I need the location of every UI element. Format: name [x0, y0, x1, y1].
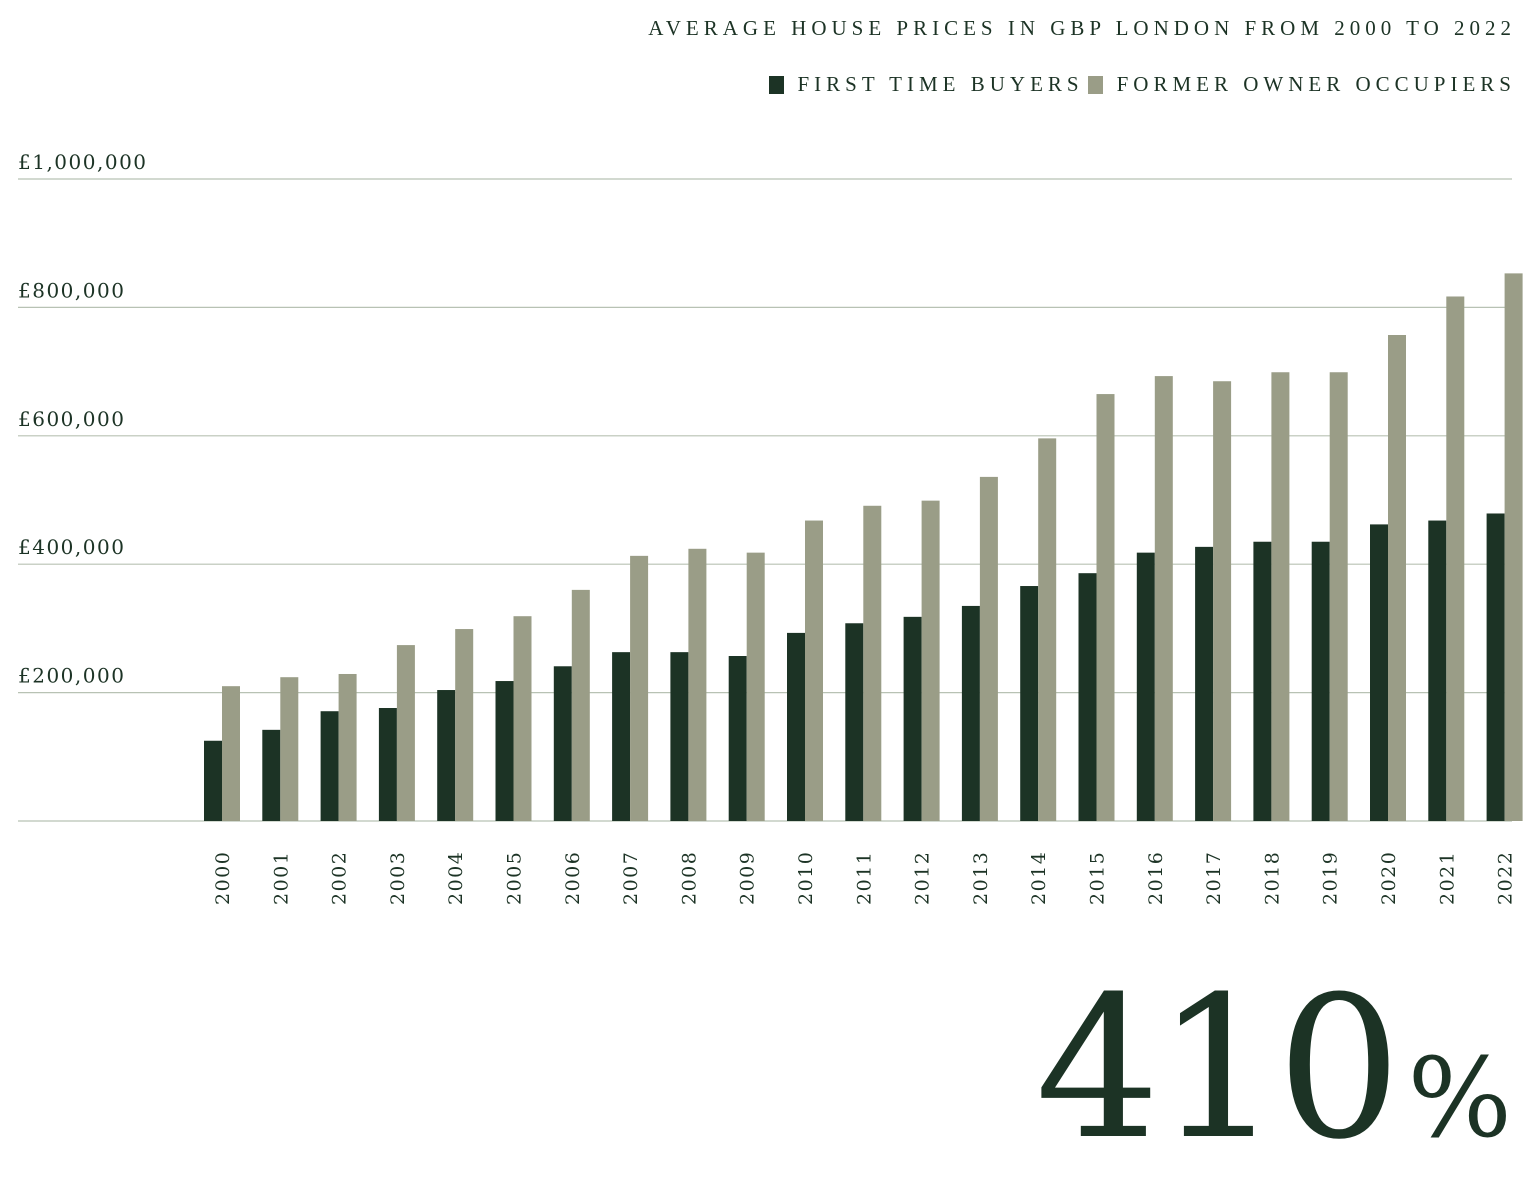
- bar-first-time-buyers: [1311, 541, 1330, 821]
- bar-former-owner-occupiers: [688, 548, 707, 821]
- bar-former-owner-occupiers: [1038, 438, 1057, 821]
- bar-former-owner-occupiers: [805, 520, 823, 821]
- x-tick-label: 2017: [1203, 851, 1225, 905]
- chart-legend: FIRST TIME BUYERS FORMER OWNER OCCUPIERS: [768, 72, 1517, 97]
- bar-first-time-buyers: [320, 711, 339, 821]
- x-tick-label: 2000: [212, 851, 234, 905]
- bar-former-owner-occupiers: [1213, 381, 1232, 821]
- bar-first-time-buyers: [1195, 546, 1214, 821]
- bar-first-time-buyers: [670, 652, 689, 821]
- legend-swatch-former-owner-occupiers: [1087, 75, 1103, 94]
- bar-first-time-buyers: [437, 690, 456, 821]
- bar-former-owner-occupiers: [571, 589, 590, 821]
- x-tick-label: 2005: [504, 851, 526, 905]
- bar-former-owner-occupiers: [863, 505, 882, 821]
- x-tick-label: 2015: [1087, 851, 1109, 905]
- x-tick-label: 2013: [970, 851, 992, 905]
- x-tick-label: 2019: [1320, 851, 1342, 905]
- x-tick-label: 2020: [1378, 851, 1400, 905]
- x-tick-label: 2001: [270, 851, 292, 905]
- y-tick-label: £400,000: [18, 535, 125, 559]
- legend-label-former-owner-occupiers: FORMER OWNER OCCUPIERS: [1116, 72, 1516, 96]
- chart-title: AVERAGE HOUSE PRICES IN GBP LONDON FROM …: [648, 16, 1516, 40]
- bar-first-time-buyers: [1253, 541, 1272, 821]
- y-tick-label: £1,000,000: [18, 150, 148, 174]
- bar-former-owner-occupiers: [1271, 372, 1290, 821]
- x-tick-label: 2014: [1028, 851, 1050, 905]
- bar-former-owner-occupiers: [338, 673, 357, 821]
- big-stat: 410%: [1035, 971, 1512, 1167]
- bar-first-time-buyers: [1136, 552, 1155, 821]
- bar-first-time-buyers: [1370, 524, 1388, 821]
- bar-first-time-buyers: [728, 656, 747, 821]
- bar-first-time-buyers: [1078, 573, 1097, 821]
- bar-first-time-buyers: [262, 729, 281, 821]
- bar-former-owner-occupiers: [1388, 335, 1406, 821]
- bar-first-time-buyers: [845, 623, 864, 821]
- big-stat-percent: %: [1407, 1034, 1512, 1162]
- bar-former-owner-occupiers: [455, 629, 474, 821]
- bar-former-owner-occupiers: [513, 616, 532, 821]
- big-stat-number: 410: [1035, 955, 1401, 1183]
- bar-former-owner-occupiers: [1329, 372, 1348, 821]
- bar-former-owner-occupiers: [1154, 376, 1173, 821]
- bar-former-owner-occupiers: [630, 555, 649, 821]
- bar-first-time-buyers: [204, 740, 222, 821]
- x-tick-label: 2008: [678, 851, 700, 905]
- bar-former-owner-occupiers: [921, 500, 940, 821]
- bar-former-owner-occupiers: [396, 645, 415, 821]
- bar-first-time-buyers: [1428, 520, 1447, 821]
- bar-former-owner-occupiers: [1504, 273, 1523, 821]
- bar-first-time-buyers: [961, 605, 980, 821]
- x-tick-label: 2003: [387, 851, 409, 905]
- y-tick-label: £800,000: [18, 278, 125, 302]
- bar-former-owner-occupiers: [280, 677, 299, 821]
- x-tick-label: 2011: [853, 851, 875, 905]
- bar-first-time-buyers: [1020, 586, 1039, 821]
- x-tick-label: 2016: [1145, 851, 1167, 905]
- bar-first-time-buyers: [903, 616, 922, 821]
- x-tick-label: 2009: [737, 851, 759, 905]
- x-tick-label: 2002: [329, 851, 351, 905]
- legend-swatch-first-time-buyers: [768, 75, 784, 94]
- y-tick-label: £200,000: [18, 664, 125, 688]
- bar-former-owner-occupiers: [746, 552, 765, 821]
- x-tick-label: 2004: [445, 851, 467, 905]
- x-tick-label: 2018: [1261, 851, 1283, 905]
- bar-first-time-buyers: [553, 666, 572, 821]
- bar-former-owner-occupiers: [1096, 394, 1115, 821]
- bar-first-time-buyers: [787, 632, 805, 821]
- bar-former-owner-occupiers: [979, 476, 998, 821]
- legend-item-first-time-buyers: FIRST TIME BUYERS: [768, 72, 1084, 97]
- bar-first-time-buyers: [495, 681, 514, 821]
- x-tick-label: 2006: [562, 851, 584, 905]
- x-tick-label: 2012: [912, 851, 934, 905]
- bar-former-owner-occupiers: [222, 686, 240, 821]
- x-tick-label: 2021: [1436, 851, 1458, 905]
- bar-first-time-buyers: [612, 652, 631, 821]
- y-tick-label: £600,000: [18, 407, 125, 431]
- x-tick-label: 2010: [795, 851, 817, 905]
- bar-first-time-buyers: [378, 708, 397, 821]
- bar-chart: £200,000 £400,000 £600,000 £800,000 £1,000,0…: [18, 150, 1523, 905]
- legend-label-first-time-buyers: FIRST TIME BUYERS: [797, 72, 1084, 96]
- x-tick-label: 2022: [1495, 851, 1517, 905]
- bar-former-owner-occupiers: [1446, 296, 1465, 822]
- bar-first-time-buyers: [1486, 513, 1505, 821]
- x-tick-label: 2007: [620, 851, 642, 905]
- legend-item-former-owner-occupiers: FORMER OWNER OCCUPIERS: [1087, 72, 1516, 97]
